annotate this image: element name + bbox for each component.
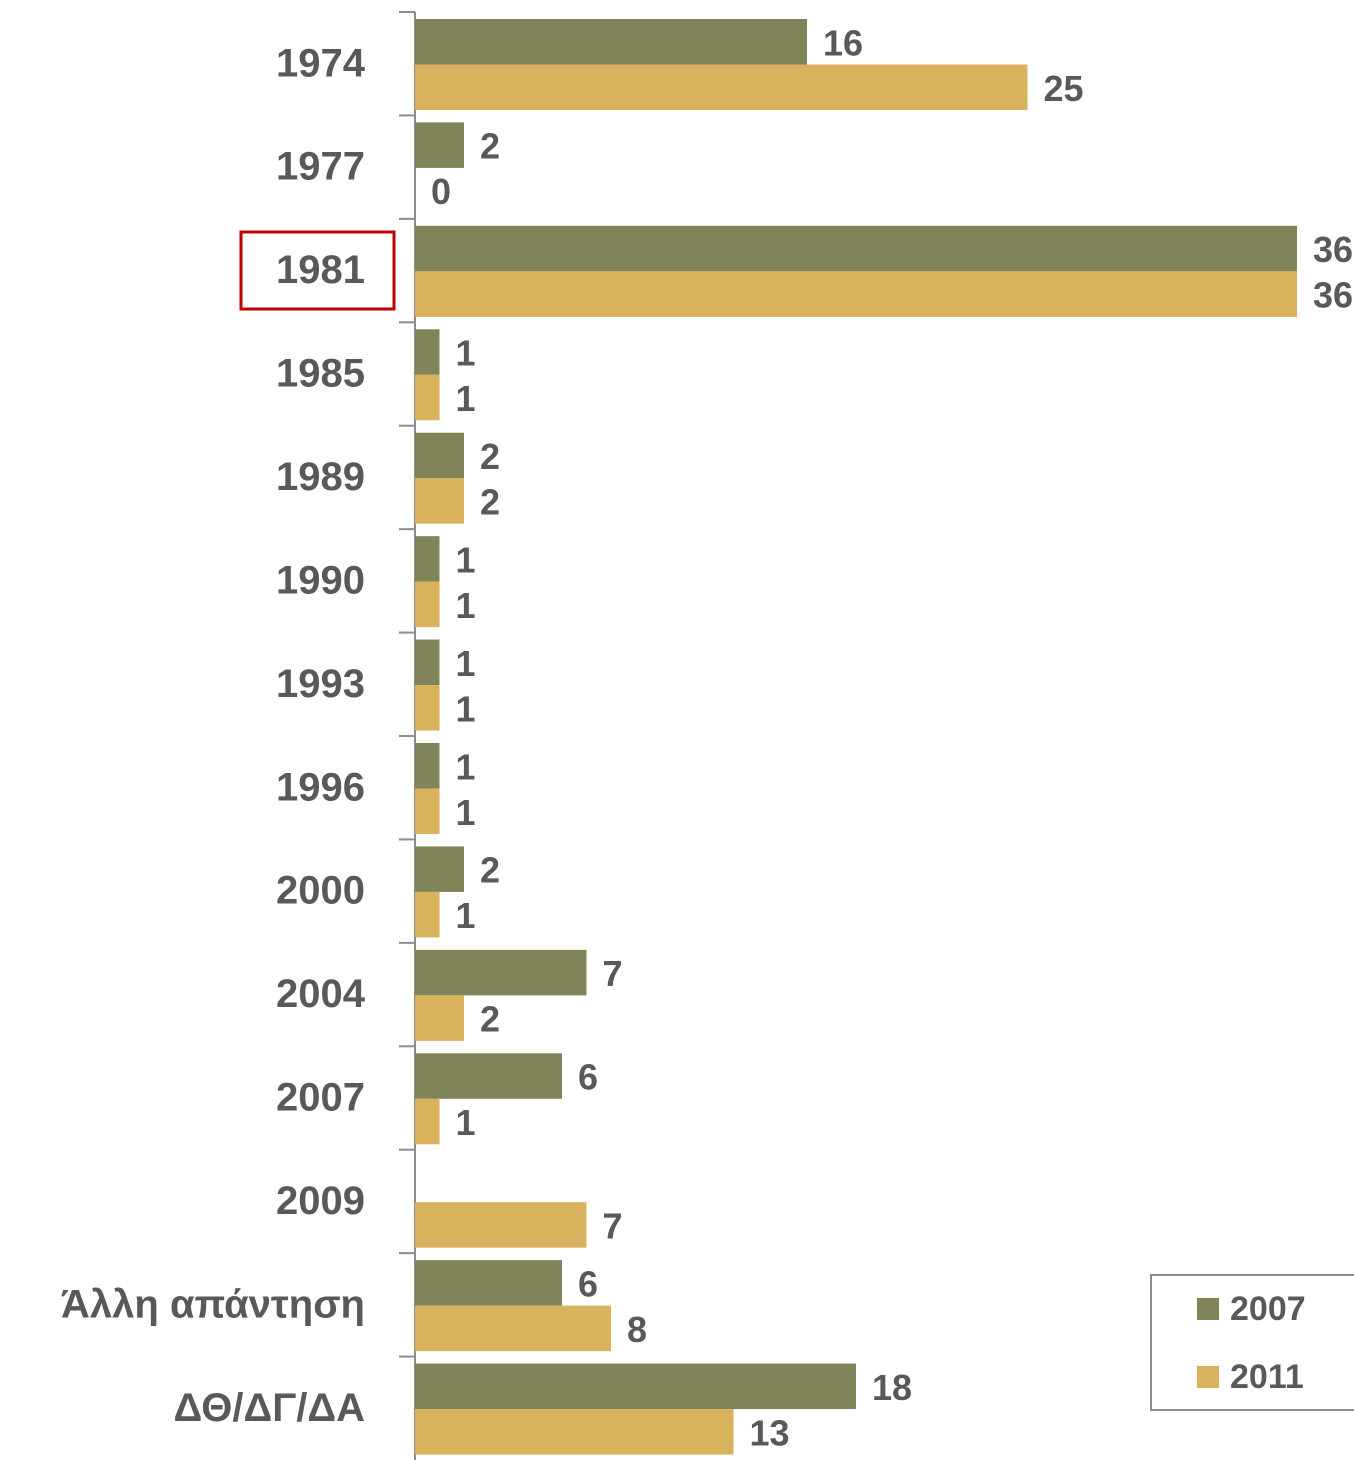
value-label: 1	[456, 1102, 476, 1143]
bar	[415, 1098, 440, 1145]
y-tick-label: 2009	[276, 1179, 365, 1223]
value-label: 8	[627, 1309, 647, 1350]
legend-box	[1150, 1274, 1354, 1411]
bar	[415, 122, 464, 168]
bar	[415, 432, 464, 479]
bar	[415, 271, 1297, 317]
value-label: 1	[456, 643, 476, 684]
value-label: 2	[480, 126, 500, 167]
value-label: 2	[480, 999, 500, 1040]
bar	[415, 1409, 734, 1455]
bar	[415, 743, 440, 789]
bar	[415, 19, 807, 65]
value-label: 1	[456, 333, 476, 374]
value-label: 7	[603, 953, 623, 994]
bar	[415, 1363, 856, 1410]
bar	[415, 536, 440, 582]
bar	[415, 581, 440, 628]
y-tick-label: ΔΘ/ΔΓ/ΔΑ	[174, 1386, 365, 1430]
bar	[415, 329, 440, 375]
legend-swatch	[1197, 1366, 1219, 1388]
value-label: 6	[578, 1057, 598, 1098]
value-label: 2	[480, 850, 500, 891]
bar	[415, 788, 440, 834]
value-label: 6	[578, 1263, 598, 1304]
bar	[415, 478, 464, 524]
value-label: 0	[431, 171, 451, 212]
bar	[415, 685, 440, 731]
bar	[415, 1260, 562, 1306]
bar	[415, 639, 440, 686]
value-label: 16	[823, 22, 863, 63]
bar	[415, 225, 1297, 272]
legend-swatch	[1197, 1298, 1219, 1320]
bar	[415, 891, 440, 938]
y-tick-label: 2007	[276, 1076, 365, 1120]
value-label: 1	[456, 895, 476, 936]
legend-label: 2007	[1230, 1290, 1306, 1328]
value-label: 25	[1044, 68, 1084, 109]
y-tick-label: 1993	[276, 662, 365, 706]
bar	[415, 374, 440, 421]
bar	[415, 1053, 562, 1099]
value-label: 1	[456, 792, 476, 833]
y-tick-label: 2000	[276, 869, 365, 913]
value-label: 2	[480, 481, 500, 522]
value-label: 1	[456, 746, 476, 787]
bar	[415, 995, 464, 1041]
y-tick-label: 1990	[276, 558, 365, 602]
y-tick-label: 2004	[276, 972, 366, 1016]
y-tick-label: 1996	[276, 765, 365, 809]
y-tick-label: 1981	[276, 248, 365, 292]
value-label: 13	[750, 1412, 790, 1453]
value-label: 7	[603, 1205, 623, 1246]
legend-label: 2011	[1230, 1358, 1304, 1396]
bar	[415, 1305, 611, 1352]
value-label: 2	[480, 436, 500, 477]
y-tick-label: 1985	[276, 352, 365, 396]
y-tick-label: 1977	[276, 145, 365, 189]
highlight-box	[239, 230, 396, 311]
value-label: 36	[1313, 275, 1353, 316]
value-label: 1	[456, 539, 476, 580]
value-label: 36	[1313, 229, 1353, 270]
value-label: 1	[456, 378, 476, 419]
bar	[415, 949, 587, 996]
bar	[415, 846, 464, 892]
y-tick-label: 1974	[276, 41, 366, 85]
y-tick-label: Άλλη απάντηση	[61, 1282, 365, 1326]
value-label: 1	[456, 585, 476, 626]
y-tick-label: 1989	[276, 455, 365, 499]
bar	[415, 64, 1028, 110]
value-label: 1	[456, 688, 476, 729]
bar	[415, 1202, 587, 1248]
value-label: 18	[872, 1367, 912, 1408]
